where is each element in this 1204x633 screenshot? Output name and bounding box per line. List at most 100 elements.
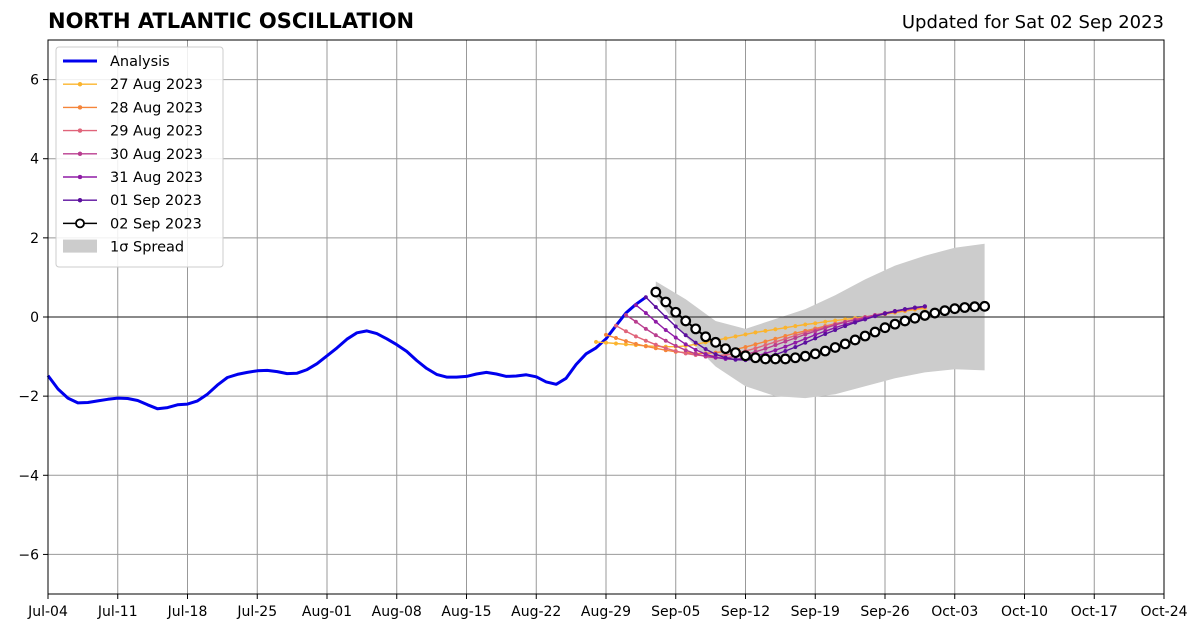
- legend-label-spread: 1σ Spread: [110, 240, 184, 256]
- data-point-f0827: [803, 322, 808, 327]
- legend-swatch-marker-f0827: [77, 81, 83, 87]
- data-point-f0902: [779, 353, 791, 365]
- data-point-f0901: [853, 320, 858, 325]
- legend-label-f0902: 02 Sep 2023: [110, 216, 202, 232]
- x-tick-label: Oct-17: [1071, 604, 1118, 620]
- series-layer: [46, 286, 1164, 411]
- legend-swatch-marker-f0829: [77, 128, 83, 133]
- data-point-f0828: [753, 342, 758, 347]
- data-point-f0902: [919, 310, 931, 321]
- data-point-f0901: [922, 304, 927, 309]
- data-point-f0830: [653, 333, 658, 338]
- data-point-f0828: [603, 332, 609, 337]
- data-point-f0828: [763, 339, 768, 344]
- data-point-f0830: [813, 329, 818, 334]
- x-tick-label: Oct-10: [1001, 604, 1048, 620]
- data-point-f0901: [813, 336, 818, 341]
- data-point-f0902: [799, 350, 811, 362]
- data-point-f0827: [613, 341, 619, 346]
- series-line-analysis: [46, 295, 647, 411]
- x-tick-label: Oct-03: [931, 604, 978, 620]
- data-point-f0831: [813, 332, 818, 337]
- data-point-f0902: [889, 318, 901, 330]
- data-point-f0901: [643, 295, 648, 300]
- data-point-f0901: [863, 317, 868, 322]
- chart-subtitle: Updated for Sat 02 Sep 2023: [901, 12, 1164, 33]
- data-point-f0901: [713, 352, 718, 357]
- data-point-f0902: [680, 315, 692, 327]
- x-tick-label: Jul-25: [236, 604, 277, 620]
- series-analysis: [46, 295, 647, 411]
- data-point-f0902: [819, 345, 831, 357]
- data-point-f0902: [869, 326, 881, 338]
- data-point-f0902: [959, 302, 971, 313]
- data-point-f0829: [623, 329, 628, 334]
- data-point-f0829: [653, 342, 658, 347]
- x-tick-label: Sep-12: [721, 604, 770, 620]
- y-tick-label: 6: [30, 73, 39, 89]
- data-point-f0901: [703, 347, 708, 352]
- data-point-f0902: [700, 331, 712, 343]
- data-point-f0831: [683, 342, 688, 347]
- data-point-f0902: [839, 338, 851, 350]
- data-point-f0902: [939, 305, 951, 317]
- data-point-f0901: [653, 305, 658, 310]
- y-tick-label: 4: [30, 152, 39, 168]
- data-point-f0831: [663, 328, 668, 333]
- data-point-f0827: [763, 328, 768, 333]
- data-point-f0901: [793, 345, 798, 350]
- x-tick-label: Jul-04: [27, 604, 68, 620]
- x-tick-label: Aug-08: [372, 604, 422, 620]
- data-point-f0827: [603, 340, 609, 345]
- data-point-f0901: [902, 307, 907, 312]
- data-point-f0902: [720, 343, 731, 355]
- data-point-f0828: [653, 346, 658, 351]
- y-tick-label: −6: [18, 547, 39, 563]
- data-point-f0830: [643, 326, 648, 331]
- data-point-f0901: [882, 311, 888, 316]
- data-point-f0827: [793, 324, 798, 329]
- legend-item-f0901: 01 Sep 2023: [63, 193, 202, 209]
- data-point-f0829: [613, 323, 619, 328]
- data-point-f0827: [813, 321, 818, 326]
- data-point-f0829: [763, 343, 768, 348]
- data-point-f0902: [859, 330, 871, 342]
- legend-label-analysis: Analysis: [110, 54, 170, 70]
- x-tick-label: Oct-24: [1140, 604, 1187, 620]
- data-point-f0827: [783, 325, 788, 330]
- x-tick-label: Aug-01: [302, 604, 352, 620]
- data-point-f0902: [849, 334, 861, 346]
- data-point-f0902: [710, 336, 722, 348]
- data-point-f0901: [833, 328, 838, 333]
- x-tick-label: Aug-15: [441, 604, 491, 620]
- data-point-f0828: [743, 345, 748, 350]
- legend-swatch-marker-f0902: [75, 218, 85, 229]
- data-point-f0901: [733, 357, 738, 362]
- data-point-f0827: [743, 332, 748, 337]
- legend-label-f0901: 01 Sep 2023: [110, 193, 202, 209]
- axes: Jul-04 Jul-11 Jul-18 Jul-25 Aug-01 Aug-08 Aug-…: [18, 39, 1188, 620]
- legend-item-f0831: 31 Aug 2023: [63, 170, 203, 186]
- data-point-f0831: [773, 348, 778, 353]
- data-point-f0829: [673, 348, 678, 354]
- data-point-f0830: [683, 348, 688, 353]
- data-point-f0901: [892, 309, 898, 314]
- data-point-f0902: [650, 286, 662, 298]
- data-point-f0829: [753, 346, 758, 351]
- data-point-f0901: [843, 324, 848, 329]
- data-point-f0902: [909, 312, 921, 324]
- data-point-f0901: [693, 340, 698, 345]
- data-point-f0901: [783, 348, 788, 354]
- data-point-f0902: [760, 353, 771, 365]
- data-point-f0902: [690, 323, 702, 335]
- data-point-f0829: [643, 338, 648, 343]
- data-point-f0827: [723, 336, 728, 341]
- legend-swatch-marker-f0830: [77, 151, 83, 157]
- legend: Analysis 27 Aug 2023 28 Aug 2023 29 Aug 202…: [55, 46, 224, 268]
- data-point-f0902: [979, 300, 991, 312]
- data-point-f0831: [803, 336, 808, 341]
- data-point-f0830: [673, 343, 678, 348]
- legend-swatch-spread: [63, 239, 97, 253]
- data-point-f0901: [872, 314, 878, 319]
